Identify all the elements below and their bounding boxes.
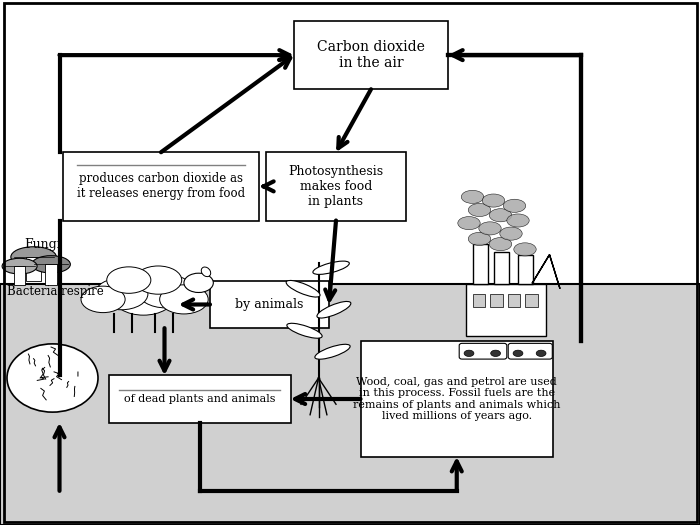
Ellipse shape [507, 214, 529, 227]
Text: by animals: by animals [235, 298, 304, 311]
Bar [473, 244, 488, 284]
Bar [27, 257, 41, 281]
Ellipse shape [134, 266, 182, 294]
Ellipse shape [491, 350, 500, 356]
Ellipse shape [138, 275, 193, 308]
FancyBboxPatch shape [210, 281, 329, 328]
Ellipse shape [514, 243, 536, 256]
Text: Photosynthesis
makes food
in plants: Photosynthesis makes food in plants [288, 165, 384, 208]
Polygon shape [532, 255, 560, 289]
Ellipse shape [160, 285, 208, 314]
Ellipse shape [482, 194, 505, 207]
Bar [508, 294, 520, 307]
Bar [45, 264, 57, 285]
Ellipse shape [184, 273, 213, 292]
Ellipse shape [202, 267, 211, 277]
Text: produces carbon dioxide as
it releases energy from food: produces carbon dioxide as it releases e… [77, 172, 245, 201]
Text: of dead plants and animals: of dead plants and animals [124, 394, 275, 404]
FancyBboxPatch shape [508, 343, 552, 359]
Ellipse shape [489, 237, 512, 251]
Ellipse shape [286, 280, 320, 297]
Bar [518, 255, 533, 284]
Ellipse shape [315, 344, 350, 359]
Ellipse shape [479, 222, 501, 235]
Text: Fungi: Fungi [25, 238, 62, 250]
Ellipse shape [313, 261, 349, 275]
Ellipse shape [317, 301, 351, 318]
Ellipse shape [503, 199, 526, 212]
Ellipse shape [107, 267, 151, 293]
Ellipse shape [468, 232, 491, 246]
FancyBboxPatch shape [459, 343, 507, 359]
Bar [473, 294, 485, 307]
Bar [494, 252, 509, 284]
Bar [14, 266, 25, 285]
Ellipse shape [489, 208, 512, 222]
Ellipse shape [113, 278, 174, 315]
Text: Carbon dioxide
in the air: Carbon dioxide in the air [317, 40, 425, 70]
Ellipse shape [2, 258, 37, 274]
Ellipse shape [513, 350, 523, 356]
Ellipse shape [461, 191, 484, 203]
Ellipse shape [464, 350, 474, 356]
Ellipse shape [458, 216, 480, 230]
FancyBboxPatch shape [294, 21, 448, 89]
Ellipse shape [81, 286, 125, 312]
Bar [525, 294, 538, 307]
Ellipse shape [500, 227, 522, 240]
Ellipse shape [11, 247, 56, 267]
Ellipse shape [32, 256, 70, 273]
FancyBboxPatch shape [360, 341, 553, 457]
Bar [466, 284, 546, 336]
Text: Bacteria respire: Bacteria respire [7, 285, 104, 298]
Ellipse shape [287, 323, 322, 338]
Bar [490, 294, 503, 307]
Ellipse shape [468, 203, 491, 216]
Text: Wood, coal, gas and petrol are used
in this process. Fossil fuels are the
remain: Wood, coal, gas and petrol are used in t… [353, 376, 561, 422]
Bar [0, 284, 700, 525]
FancyBboxPatch shape [108, 375, 290, 423]
FancyBboxPatch shape [63, 152, 259, 220]
Ellipse shape [536, 350, 546, 356]
FancyBboxPatch shape [266, 152, 406, 220]
Ellipse shape [7, 344, 98, 412]
Ellipse shape [95, 278, 148, 310]
